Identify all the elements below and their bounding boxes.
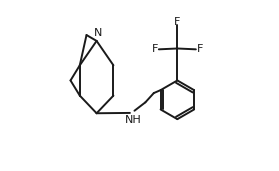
- Text: NH: NH: [124, 115, 141, 125]
- Text: F: F: [174, 17, 181, 27]
- Text: F: F: [197, 44, 203, 54]
- Text: F: F: [151, 44, 158, 54]
- Text: N: N: [94, 28, 102, 38]
